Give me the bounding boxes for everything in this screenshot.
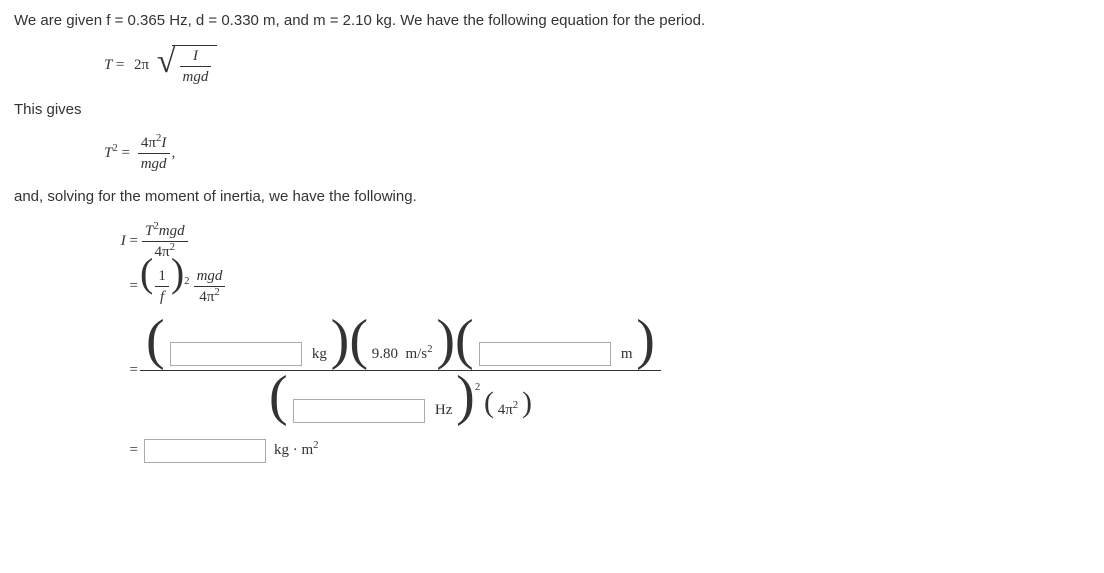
distance-input[interactable] xyxy=(479,342,611,366)
eq-row-3: = ( kg )( 9.80 m/s2 )( m ) ( Hz )2 ( xyxy=(104,315,1094,427)
frequency-input[interactable] xyxy=(293,399,425,423)
equation-period: T = 2π √ I mgd xyxy=(104,45,1094,87)
text-solving: and, solving for the moment of inertia, … xyxy=(14,186,1094,209)
numerator: ( kg )( 9.80 m/s2 )( m ) xyxy=(140,315,661,371)
eq-row-4: = kg · m2 xyxy=(104,439,1094,463)
mass-input[interactable] xyxy=(170,342,302,366)
eq-row-2: = ( 1 f )2 mgd 4π2 xyxy=(104,266,1094,307)
eq-row-1: I = T2mgd 4π2 xyxy=(104,221,1094,262)
equation-tsquared: T2 = 4π2I mgd , xyxy=(104,133,1094,174)
intro-span: We are given f = 0.365 Hz, d = 0.330 m, … xyxy=(14,12,705,29)
intro-text: We are given f = 0.365 Hz, d = 0.330 m, … xyxy=(14,10,1094,33)
result-input[interactable] xyxy=(144,439,266,463)
text-this-gives: This gives xyxy=(14,99,1094,122)
equation-inertia-block: I = T2mgd 4π2 = ( 1 f )2 mgd 4π2 = ( kg … xyxy=(104,221,1094,463)
denominator: ( Hz )2 ( 4π2 ) xyxy=(263,371,538,427)
